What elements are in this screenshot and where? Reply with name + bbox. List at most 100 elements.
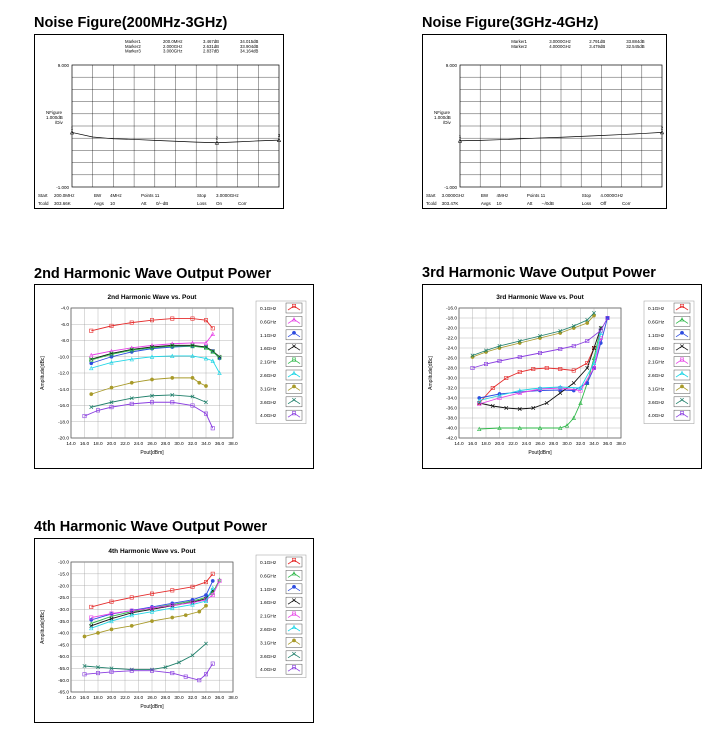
- data-point: [129, 608, 134, 613]
- data-point: [571, 343, 576, 348]
- x-tick-label: 34.0: [201, 695, 211, 701]
- data-point: [150, 377, 154, 382]
- data-point: [504, 406, 509, 410]
- x-tick-label: 16.0: [80, 441, 90, 447]
- data-point: [210, 579, 215, 583]
- series-2.6GHz: [89, 585, 215, 631]
- data-point: [517, 339, 522, 343]
- y-scale-label: /Div: [443, 120, 451, 125]
- data-point: [89, 618, 94, 622]
- y-tick-label: -8.0: [61, 338, 70, 344]
- data-point: [544, 401, 549, 405]
- data-point: [190, 394, 195, 399]
- noise-figure-low-screen: Marker1 200.0MHz 3.467dB 34.015dB Marker2 2.0…: [34, 34, 284, 209]
- marker-gain-value: 34.015dB: [240, 39, 259, 44]
- data-point: [497, 425, 502, 430]
- legend-swatch: [673, 342, 691, 354]
- series-4.0GHz: [82, 661, 215, 683]
- marker-frequency: 4.0000GHz: [549, 44, 571, 49]
- data-point: [210, 593, 215, 598]
- legend-label: 3.6GHz: [260, 400, 277, 406]
- y-axis-label: Amplitude[dBc]: [40, 610, 46, 644]
- data-point: [129, 623, 134, 628]
- data-point: [537, 425, 543, 430]
- legend-line: [287, 572, 301, 578]
- footer-bottom-text: Loss: [197, 201, 207, 206]
- legend-label: 1.1GHz: [260, 587, 277, 593]
- x-tick-label: 38.0: [228, 441, 238, 447]
- footer-top-text: Start: [426, 193, 436, 198]
- x-tick-label: 34.0: [201, 441, 211, 447]
- legend-label: 0.1GHz: [260, 560, 277, 566]
- data-point: [531, 406, 536, 410]
- footer-top-text: 4.0000GHz: [600, 193, 624, 198]
- data-point: [190, 403, 195, 408]
- x-tick-label: 34.0: [589, 441, 599, 447]
- data-point: [571, 368, 576, 373]
- y-scale-label: 1.000dB: [46, 115, 63, 120]
- data-point: [592, 313, 596, 318]
- legend-marker: [291, 624, 297, 629]
- data-point: [96, 665, 100, 670]
- legend-label: 4.0GHz: [648, 413, 665, 419]
- legend-marker: [291, 611, 296, 616]
- legend-marker: [292, 397, 296, 402]
- noise-figure-trace: [71, 132, 280, 144]
- data-point: [129, 348, 134, 353]
- data-point: [170, 375, 175, 380]
- data-point: [558, 367, 563, 372]
- data-point: [190, 316, 195, 321]
- data-point: [517, 388, 522, 393]
- data-point: [585, 338, 590, 343]
- legend-label: 2.6GHz: [648, 373, 665, 379]
- series-3.6GHz: [82, 641, 208, 672]
- data-point: [497, 359, 502, 364]
- footer-bottom-text: Corr: [622, 201, 631, 206]
- chart-title: 2nd Harmonic Wave vs. Pout: [108, 294, 198, 301]
- series-2.6GHz: [89, 353, 222, 375]
- legend-swatch: [673, 316, 691, 327]
- legend-label: 0.1GHz: [648, 306, 665, 312]
- data-point: [82, 414, 87, 419]
- x-tick-label: 22.0: [120, 441, 130, 447]
- series-line: [91, 355, 220, 374]
- data-point: [170, 615, 175, 620]
- series-line: [478, 347, 595, 404]
- footer-bottom-text: --/0dB: [542, 201, 554, 206]
- legend-marker: [292, 638, 296, 643]
- data-point: [210, 585, 215, 590]
- legend-line: [287, 626, 301, 632]
- data-point: [170, 671, 175, 676]
- y-tick-label: -30.0: [58, 607, 69, 613]
- x-tick-label: 26.0: [147, 695, 157, 701]
- data-point: [504, 376, 509, 381]
- data-point: [150, 619, 154, 623]
- marker-frequency: 3.000GHz: [163, 49, 182, 54]
- footer-top-text: 4MHz: [497, 193, 510, 198]
- series-3.1GHz: [82, 603, 208, 639]
- data-point: [129, 320, 134, 325]
- y-scale-label: NFigure: [434, 110, 451, 115]
- legend-marker: [680, 384, 684, 389]
- data-point: [497, 344, 502, 348]
- x-tick-label: 18.0: [93, 441, 103, 447]
- marker-label: Marker1: [125, 39, 141, 44]
- harmonic4-title: 4th Harmonic Wave Output Power: [34, 519, 268, 535]
- footer-bottom-text: 303.47K: [442, 201, 459, 206]
- data-point: [484, 348, 488, 353]
- x-tick-label: 30.0: [174, 441, 184, 447]
- data-point: [585, 366, 590, 370]
- data-point: [564, 423, 570, 428]
- data-point: [517, 370, 522, 375]
- data-point: [109, 323, 114, 328]
- legend-swatch: [673, 302, 691, 314]
- data-point: [210, 349, 215, 354]
- y-tick-label: -36.0: [446, 406, 457, 412]
- marker-gain-value: 34.164dB: [240, 49, 259, 54]
- footer-bottom-text: Att: [141, 201, 147, 206]
- footer-bottom-text: On: [216, 201, 223, 206]
- y-tick-label: -55.0: [58, 666, 69, 672]
- series-line: [472, 317, 608, 369]
- legend-marker: [679, 357, 684, 362]
- data-point: [217, 370, 222, 375]
